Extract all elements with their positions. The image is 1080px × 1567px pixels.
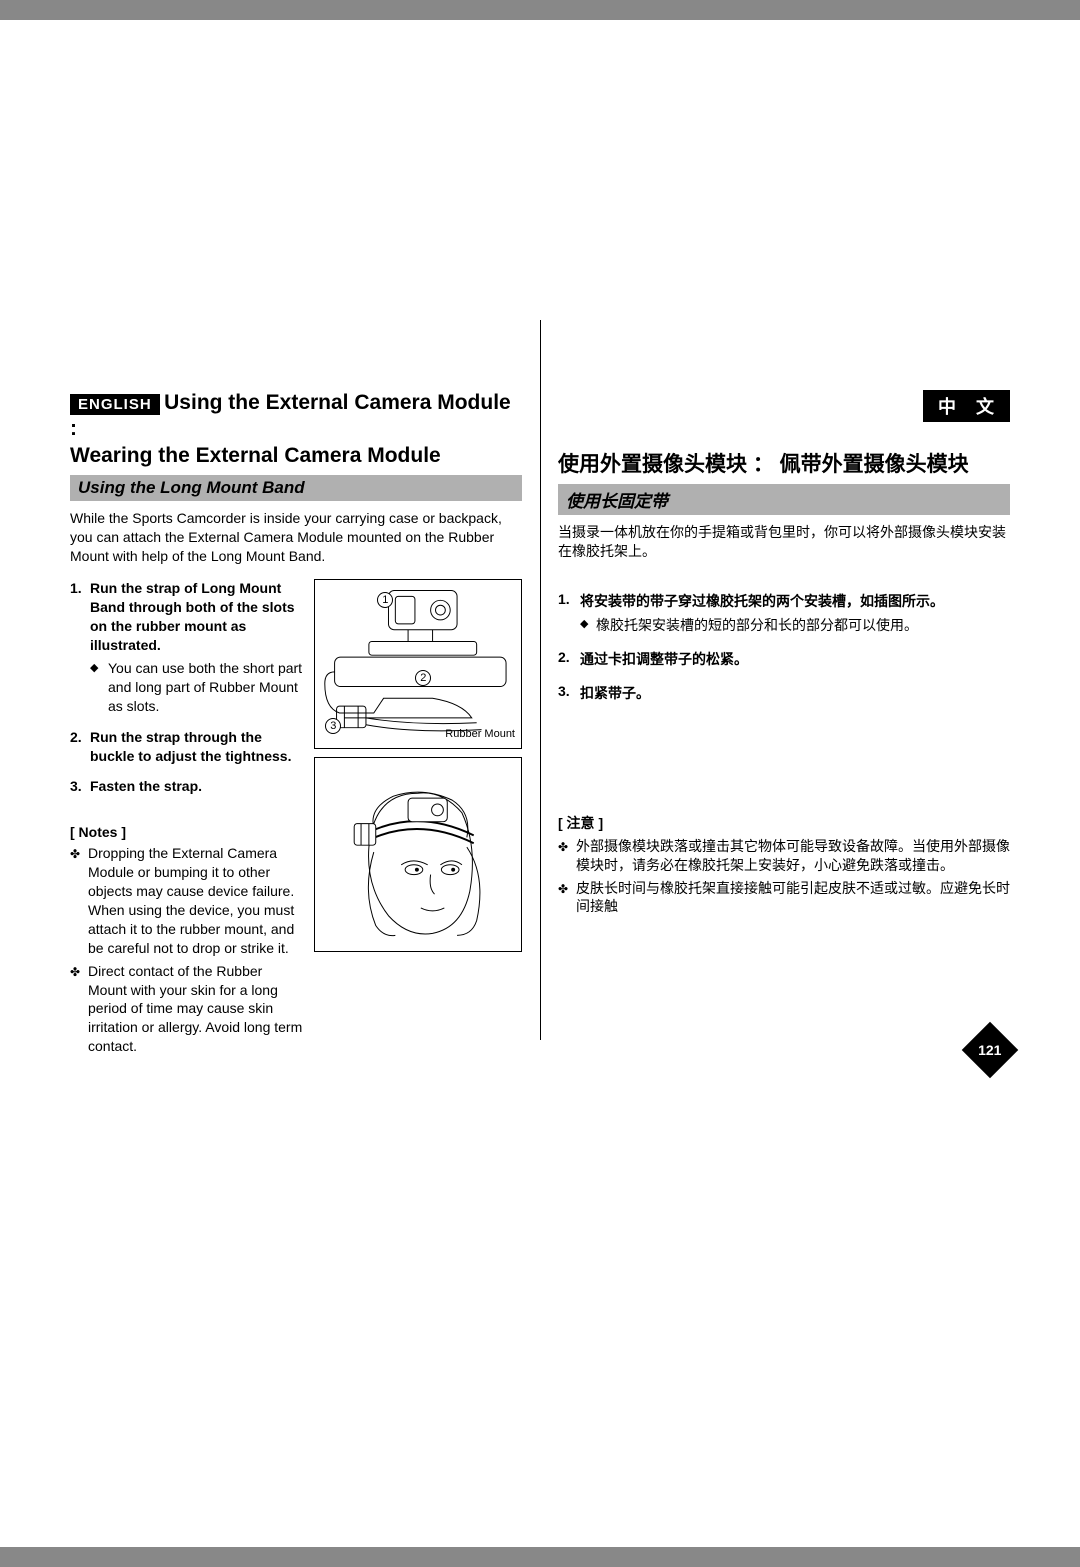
cn-step-item: 扣紧带子。: [558, 683, 1010, 703]
steps-list: Run the strap of Long Mount Band through…: [70, 579, 304, 796]
cn-subtitle-bar: 使用长固定带: [558, 484, 1010, 515]
manual-page: ENGLISH Using the External Camera Module…: [0, 20, 1080, 1547]
step-item: Run the strap through the buckle to adju…: [70, 728, 304, 766]
cn-step-bold: 扣紧带子。: [580, 685, 650, 701]
cn-steps-list: 将安装带的带子穿过橡胶托架的两个安装槽，如插图所示。 橡胶托架安装槽的短的部分和…: [558, 591, 1010, 703]
right-column: 中 文 使用外置摄像头模块 ： 佩带外置摄像头模块 使用长固定带 当摄录一体机放…: [540, 390, 1010, 1050]
cn-step-item: 通过卡扣调整带子的松紧。: [558, 649, 1010, 669]
lang-tag-chinese: 中 文: [923, 390, 1010, 422]
title-block: ENGLISH Using the External Camera Module…: [70, 390, 522, 469]
cn-main-title: 使用外置摄像头模块 ： 佩带外置摄像头模块: [558, 448, 1010, 478]
cn-notes-list: 外部摄像模块跌落或撞击其它物体可能导致设备故障。当使用外部摄像模块时，请务必在橡…: [558, 837, 1010, 917]
notes-heading: [ Notes ]: [70, 824, 304, 840]
subtitle-bar: Using the Long Mount Band: [70, 475, 522, 501]
cn-note-item: 皮肤长时间与橡胶托架直接接触可能引起皮肤不适或过敏。应避免长时间接触: [558, 879, 1010, 917]
note-item: Direct contact of the Rubber Mount with …: [70, 962, 304, 1056]
rubber-mount-label: Rubber Mount: [445, 728, 515, 740]
notes-list: Dropping the External Camera Module or b…: [70, 844, 304, 1056]
note-item: Dropping the External Camera Module or b…: [70, 844, 304, 957]
mount-svg: [315, 580, 521, 748]
page-number: 121: [978, 1042, 1001, 1058]
content-area: ENGLISH Using the External Camera Module…: [70, 390, 1010, 1050]
main-title-line2: Wearing the External Camera Module: [70, 443, 522, 469]
head-svg: [315, 758, 521, 951]
cn-step-bold: 通过卡扣调整带子的松紧。: [580, 651, 748, 667]
figure-mount-diagram: 1 2 3 Rubber Mount: [314, 579, 522, 749]
left-column: ENGLISH Using the External Camera Module…: [70, 390, 540, 1050]
steps-column: Run the strap of Long Mount Band through…: [70, 579, 304, 1060]
cn-notes-heading: [ 注意 ]: [558, 813, 1010, 833]
cn-note-item: 外部摄像模块跌落或撞击其它物体可能导致设备故障。当使用外部摄像模块时，请务必在橡…: [558, 837, 1010, 875]
step-sub: You can use both the short part and long…: [90, 659, 304, 716]
lang-tag-english: ENGLISH: [70, 394, 160, 415]
cn-step-sub: 橡胶托架安装槽的短的部分和长的部分都可以使用。: [580, 615, 1010, 635]
figure-head-diagram: [314, 757, 522, 952]
cn-step-bold: 将安装带的带子穿过橡胶托架的两个安装槽，如插图所示。: [580, 593, 944, 609]
cn-step-item: 将安装带的带子穿过橡胶托架的两个安装槽，如插图所示。 橡胶托架安装槽的短的部分和…: [558, 591, 1010, 635]
step-bold: Run the strap through the buckle to adju…: [90, 729, 291, 764]
step-item: Fasten the strap.: [70, 777, 304, 796]
figure-column: 1 2 3 Rubber Mount: [314, 579, 522, 1060]
step-bold: Fasten the strap.: [90, 778, 202, 794]
step-item: Run the strap of Long Mount Band through…: [70, 579, 304, 715]
step-bold: Run the strap of Long Mount Band through…: [90, 580, 295, 653]
cn-intro: 当摄录一体机放在你的手提箱或背包里时，你可以将外部摄像头模块安装在橡胶托架上。: [558, 523, 1010, 561]
intro-text: While the Sports Camcorder is inside you…: [70, 509, 522, 566]
